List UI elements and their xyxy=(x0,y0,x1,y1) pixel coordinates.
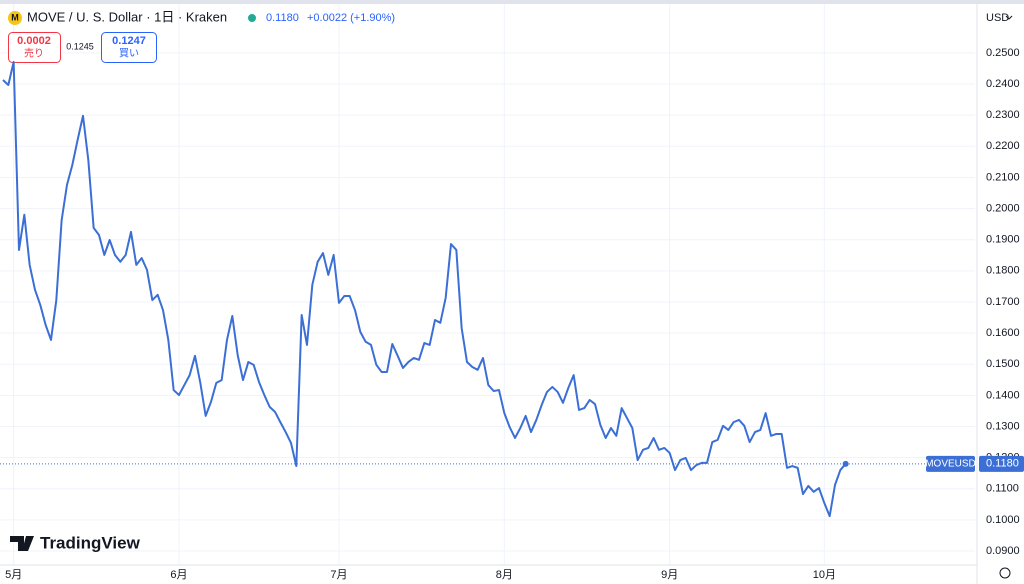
y-tick-label: 0.1000 xyxy=(986,514,1020,526)
series-tag xyxy=(926,455,975,472)
buy-button[interactable] xyxy=(101,32,157,63)
y-tick-label: 0.2100 xyxy=(986,171,1020,183)
x-tick-label: 8月 xyxy=(496,569,513,581)
x-tick-label: 9月 xyxy=(661,569,678,581)
sell-button[interactable] xyxy=(8,32,61,63)
brand-name: TradingView xyxy=(40,533,141,552)
header-price: 0.1180 xyxy=(266,12,299,24)
y-tick-label: 0.1600 xyxy=(986,327,1020,339)
y-tick-label: 0.2000 xyxy=(986,202,1020,214)
brand-logo xyxy=(10,536,34,551)
price-line xyxy=(2,60,847,518)
y-tick-label: 0.0900 xyxy=(986,545,1020,557)
sell-label[interactable]: 売り xyxy=(24,47,44,60)
currency[interactable]: USD xyxy=(986,12,1009,24)
x-tick-label: 10月 xyxy=(813,569,836,581)
y-tick-label: 0.2400 xyxy=(986,78,1020,90)
symbol-icon-glyph: M xyxy=(11,12,19,22)
y-tick-label: 0.1100 xyxy=(986,483,1019,495)
y-tick-label: 0.1400 xyxy=(986,389,1020,401)
y-tick-label: 0.2200 xyxy=(986,140,1020,152)
x-tick-label: 7月 xyxy=(330,569,347,581)
last-point xyxy=(842,460,849,467)
y-tick-label: 0.1500 xyxy=(986,358,1020,370)
currency-dropdown[interactable] xyxy=(1005,15,1013,20)
price-tag-label: 0.1180 xyxy=(986,458,1019,470)
spread: 0.1245 xyxy=(66,41,94,51)
x-tick-label: 6月 xyxy=(170,569,187,581)
y-tick-label: 0.1900 xyxy=(986,234,1020,246)
y-tick-label: 0.2300 xyxy=(986,109,1020,121)
y-tick-label: 0.2500 xyxy=(986,47,1020,59)
symbol-icon xyxy=(8,11,22,25)
series-tag-label: MOVEUSD xyxy=(925,458,976,469)
y-tick-label: 0.1700 xyxy=(986,296,1020,308)
y-tick-label: 0.1800 xyxy=(986,265,1020,277)
buy-label[interactable]: 買い xyxy=(119,48,139,60)
top-strip xyxy=(0,0,1024,4)
sell-value[interactable]: 0.0002 xyxy=(17,35,51,47)
symbol-title: MOVE / U. S. Dollar · 1日 · Kraken xyxy=(27,9,227,24)
market-status xyxy=(248,14,256,22)
settings-button[interactable] xyxy=(999,567,1011,579)
y-tick-label: 0.1300 xyxy=(986,420,1020,432)
price-tag xyxy=(979,455,1024,472)
buy-value[interactable]: 0.1247 xyxy=(112,35,146,47)
x-tick-label: 5月 xyxy=(5,569,22,581)
header-change: +0.0022 (+1.90%) xyxy=(307,12,395,24)
